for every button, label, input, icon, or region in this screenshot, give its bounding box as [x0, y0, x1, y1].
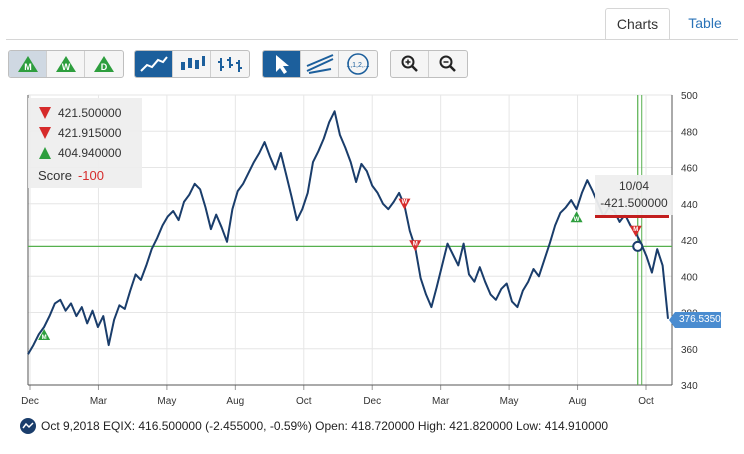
tools-toolbar: 1,1,2,...	[262, 50, 378, 78]
x-tick-label: Oct	[638, 396, 654, 407]
wave-count-icon: 1,1,2,...	[346, 53, 370, 75]
y-tick-label: 400	[681, 272, 698, 283]
weekly-button[interactable]: W	[47, 51, 85, 77]
monthly-button[interactable]: M	[9, 51, 47, 77]
daily-signal-up-icon	[39, 147, 51, 159]
tab-panel-divider	[6, 39, 738, 40]
signal-up-marker	[570, 211, 583, 223]
zoom-out-button[interactable]	[429, 51, 467, 77]
score-label: Score	[38, 168, 72, 183]
trendline-tool-button[interactable]	[301, 51, 339, 77]
wave-count-button[interactable]: 1,1,2,...	[339, 51, 377, 77]
signal-letter: M	[413, 241, 418, 247]
score-value: -100	[77, 168, 104, 183]
weekly-letter: W	[61, 62, 70, 72]
tab-charts[interactable]: Charts	[605, 8, 670, 40]
quote-summary-text: Oct 9,2018 EQIX: 416.500000 (-2.455000, …	[41, 419, 609, 433]
tooltip-value: -421.500000	[600, 196, 668, 210]
line-chart-button[interactable]	[135, 51, 173, 77]
x-tick-label: Oct	[296, 396, 312, 407]
y-tick-label: 420	[681, 236, 698, 247]
zoom-out-icon	[439, 55, 456, 72]
legend-item-monthly: 421.500000	[38, 104, 121, 122]
y-tick-label: 500	[681, 91, 698, 102]
x-tick-label: May	[500, 396, 519, 407]
signal-down-marker	[398, 198, 411, 210]
x-tick-label: Mar	[90, 396, 108, 407]
y-tick-label: 340	[681, 381, 698, 392]
score-row: Score -100	[38, 168, 104, 183]
crosshair-point	[632, 240, 644, 252]
zoom-in-icon	[401, 55, 418, 72]
ohlc-chart-button[interactable]	[211, 51, 249, 77]
monthly-signal-down-icon	[39, 107, 51, 119]
legend-item-daily: 404.940000	[38, 144, 121, 162]
daily-button[interactable]: D	[85, 51, 123, 77]
zoom-in-button[interactable]	[391, 51, 429, 77]
legend-value: 421.500000	[58, 106, 122, 120]
line-chart-icon	[139, 56, 168, 72]
last-price-tag: 376.5350	[669, 312, 721, 328]
signal-letter: M	[42, 335, 47, 341]
pointer-tool-button[interactable]	[263, 51, 301, 77]
chart-type-toolbar	[134, 50, 250, 78]
legend-value: 421.915000	[58, 126, 122, 140]
price-line	[27, 110, 669, 355]
period-toolbar: M W D	[8, 50, 124, 78]
x-tick-label: Dec	[363, 396, 381, 407]
signal-up-marker	[38, 329, 51, 340]
signal-down-marker	[409, 240, 422, 252]
x-tick-label: Aug	[226, 396, 244, 407]
ohlc-icon	[218, 57, 242, 72]
weekly-triangle-icon: W	[55, 56, 76, 72]
legend-value: 404.940000	[58, 146, 122, 160]
signal-letter: M	[633, 227, 638, 233]
x-tick-label: Mar	[432, 396, 450, 407]
candlestick-icon	[180, 56, 205, 70]
signal-letter: W	[574, 217, 580, 223]
x-tick-label: Dec	[21, 396, 39, 407]
signal-letter: W	[402, 200, 408, 206]
legend-item-weekly: 421.915000	[38, 124, 121, 142]
trendline-icon	[306, 54, 333, 74]
cursor-arrow-icon	[275, 55, 289, 74]
monthly-letter: M	[24, 62, 32, 72]
zoom-toolbar	[390, 50, 468, 78]
line-series-icon	[20, 418, 36, 434]
daily-triangle-icon: D	[94, 56, 114, 72]
daily-letter: D	[101, 62, 108, 72]
quote-summary: Oct 9,2018 EQIX: 416.500000 (-2.455000, …	[20, 416, 608, 436]
tab-table[interactable]: Table	[688, 15, 722, 31]
y-tick-label: 440	[681, 200, 698, 211]
monthly-triangle-icon: M	[17, 56, 38, 72]
x-tick-label: Aug	[569, 396, 587, 407]
wave-count-label: 1,1,2,...	[346, 62, 369, 69]
x-tick-label: May	[157, 396, 176, 407]
bar-chart-button[interactable]	[173, 51, 211, 77]
tooltip-signal-bar	[595, 215, 669, 218]
weekly-signal-down-icon	[39, 127, 51, 139]
tooltip-date: 10/04	[618, 179, 650, 193]
signal-down-marker	[629, 225, 642, 237]
y-tick-label: 360	[681, 345, 698, 356]
y-tick-label: 480	[681, 127, 698, 138]
signal-legend: 421.500000 421.915000 404.940000 Score -1…	[28, 98, 142, 188]
crosshair-tooltip: 10/04 -421.500000	[595, 175, 673, 215]
y-tick-label: 460	[681, 164, 698, 175]
